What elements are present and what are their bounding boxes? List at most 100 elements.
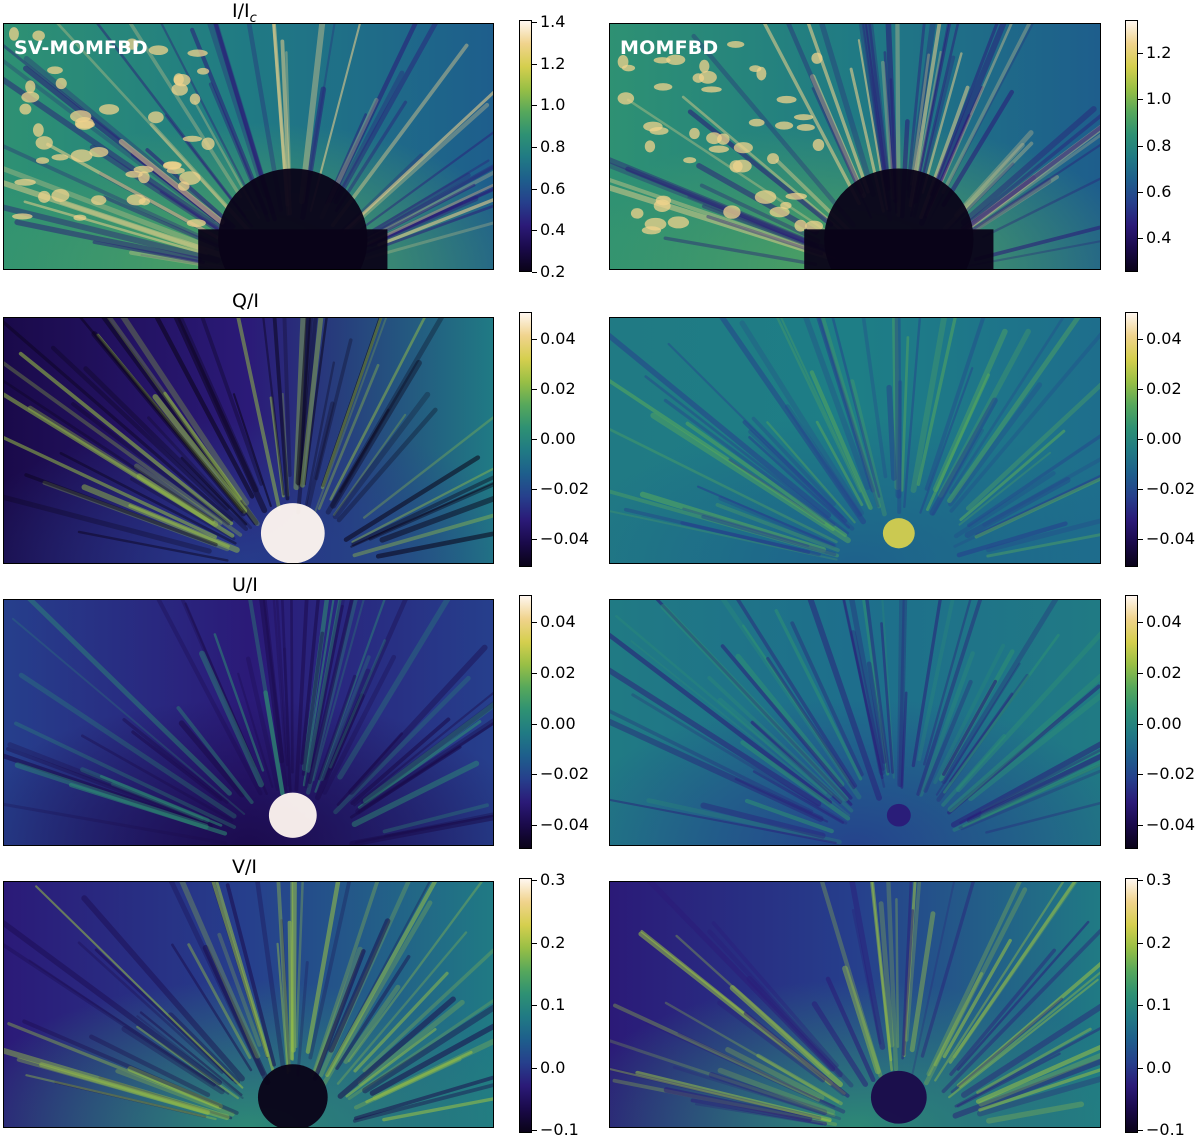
colorbar-tick [532, 147, 537, 148]
colorbar-tick-label: 0.4 [540, 220, 566, 239]
colorbar-tick [532, 339, 537, 340]
colorbar-tick [1138, 1005, 1143, 1006]
colorbar-tick-label: 0.04 [1146, 329, 1182, 348]
colorbar-tick [1138, 622, 1143, 623]
colorbar-tick-label: −0.02 [540, 479, 590, 498]
colorbar-v-sv-momfbd [519, 878, 532, 1133]
panel-label-sv-momfbd: SV-MOMFBD [14, 37, 148, 59]
row-title-u: U/I [232, 574, 258, 596]
colorbar-tick [532, 774, 537, 775]
colorbar-tick [532, 1005, 537, 1006]
colorbar-tick-label: 1.0 [1146, 89, 1172, 108]
colorbar-tick [1138, 825, 1143, 826]
image-panel-intensity-sv-momfbd: SV-MOMFBD [3, 23, 494, 270]
colorbar-intensity-sv-momfbd [519, 20, 532, 272]
colorbar-tick-label: 0.8 [540, 137, 566, 156]
colorbar-tick-label: −0.02 [1146, 479, 1196, 498]
colorbar-tick-label: −0.04 [1146, 815, 1196, 834]
colorbar-tick-label: 0.04 [540, 329, 576, 348]
colorbar-tick-label: 0.8 [1146, 136, 1172, 155]
colorbar-tick [532, 105, 537, 106]
colorbar-tick [532, 489, 537, 490]
colorbar-tick-label: −0.04 [540, 815, 590, 834]
colorbar-tick-label: 1.2 [540, 54, 566, 73]
image-panel-v-momfbd [609, 881, 1101, 1128]
colorbar-tick [1138, 943, 1143, 944]
colorbar-tick [1138, 53, 1143, 54]
colorbar-tick-label: 0.02 [540, 663, 576, 682]
colorbar-tick-label: −0.02 [1146, 764, 1196, 783]
colorbar-tick-label: −0.04 [1146, 529, 1196, 548]
colorbar-tick [1138, 724, 1143, 725]
row-title-intensity-text: I/I [232, 0, 250, 22]
colorbar-q-sv-momfbd [519, 312, 532, 567]
colorbar-tick [532, 1130, 537, 1131]
colorbar-tick [532, 439, 537, 440]
colorbar-tick [1138, 439, 1143, 440]
row-title-intensity: I/Ic [232, 0, 257, 30]
colorbar-tick [532, 673, 537, 674]
colorbar-tick [1138, 673, 1143, 674]
colorbar-tick-label: 0.0 [1146, 1058, 1172, 1077]
colorbar-q-momfbd [1125, 312, 1138, 567]
colorbar-tick-label: −0.1 [1146, 1120, 1185, 1139]
colorbar-tick [1138, 1130, 1143, 1131]
colorbar-tick [532, 64, 537, 65]
colorbar-tick [1138, 539, 1143, 540]
colorbar-tick-label: 1.0 [540, 95, 566, 114]
colorbar-tick [532, 622, 537, 623]
colorbar-tick-label: 0.00 [1146, 714, 1182, 733]
colorbar-tick [1138, 339, 1143, 340]
colorbar-tick [1138, 880, 1143, 881]
image-panel-intensity-momfbd: MOMFBD [609, 23, 1101, 270]
colorbar-tick [532, 880, 537, 881]
colorbar-tick-label: 1.4 [540, 12, 566, 31]
colorbar-tick [532, 389, 537, 390]
colorbar-tick-label: 0.0 [540, 1058, 566, 1077]
colorbar-tick-label: 0.3 [540, 870, 566, 889]
colorbar-tick [532, 272, 537, 273]
colorbar-tick-label: 0.00 [1146, 429, 1182, 448]
colorbar-tick-label: 0.2 [540, 933, 566, 952]
colorbar-v-momfbd [1125, 878, 1138, 1133]
colorbar-tick [532, 539, 537, 540]
colorbar-tick [1138, 238, 1143, 239]
panel-label-momfbd: MOMFBD [620, 37, 719, 59]
colorbar-tick-label: 0.1 [540, 995, 566, 1014]
colorbar-tick [532, 724, 537, 725]
row-title-v: V/I [232, 856, 258, 878]
colorbar-tick-label: 0.02 [540, 379, 576, 398]
colorbar-tick-label: 0.04 [1146, 612, 1182, 631]
colorbar-tick-label: 0.02 [1146, 379, 1182, 398]
colorbar-tick [532, 22, 537, 23]
colorbar-u-momfbd [1125, 595, 1138, 849]
colorbar-tick [1138, 99, 1143, 100]
colorbar-tick-label: −0.04 [540, 529, 590, 548]
colorbar-tick [532, 1068, 537, 1069]
colorbar-tick [1138, 389, 1143, 390]
colorbar-tick [532, 189, 537, 190]
colorbar-tick-label: 0.6 [540, 179, 566, 198]
row-title-q: Q/I [232, 290, 259, 312]
colorbar-intensity-momfbd [1125, 20, 1138, 272]
colorbar-tick-label: 0.00 [540, 714, 576, 733]
colorbar-tick [1138, 1068, 1143, 1069]
image-panel-u-sv-momfbd [3, 599, 494, 846]
colorbar-tick-label: 0.2 [1146, 933, 1172, 952]
colorbar-tick [1138, 192, 1143, 193]
colorbar-tick-label: 0.02 [1146, 663, 1182, 682]
colorbar-tick-label: 0.04 [540, 612, 576, 631]
colorbar-u-sv-momfbd [519, 595, 532, 849]
colorbar-tick-label: 0.2 [540, 262, 566, 281]
image-panel-u-momfbd [609, 599, 1101, 846]
colorbar-tick-label: −0.1 [540, 1120, 579, 1139]
colorbar-tick-label: 0.3 [1146, 870, 1172, 889]
image-panel-q-momfbd [609, 317, 1101, 564]
image-panel-v-sv-momfbd [3, 881, 494, 1128]
colorbar-tick-label: 0.00 [540, 429, 576, 448]
colorbar-tick-label: 0.6 [1146, 182, 1172, 201]
colorbar-tick-label: 1.2 [1146, 43, 1172, 62]
colorbar-tick [532, 230, 537, 231]
colorbar-tick [532, 943, 537, 944]
colorbar-tick-label: 0.1 [1146, 995, 1172, 1014]
